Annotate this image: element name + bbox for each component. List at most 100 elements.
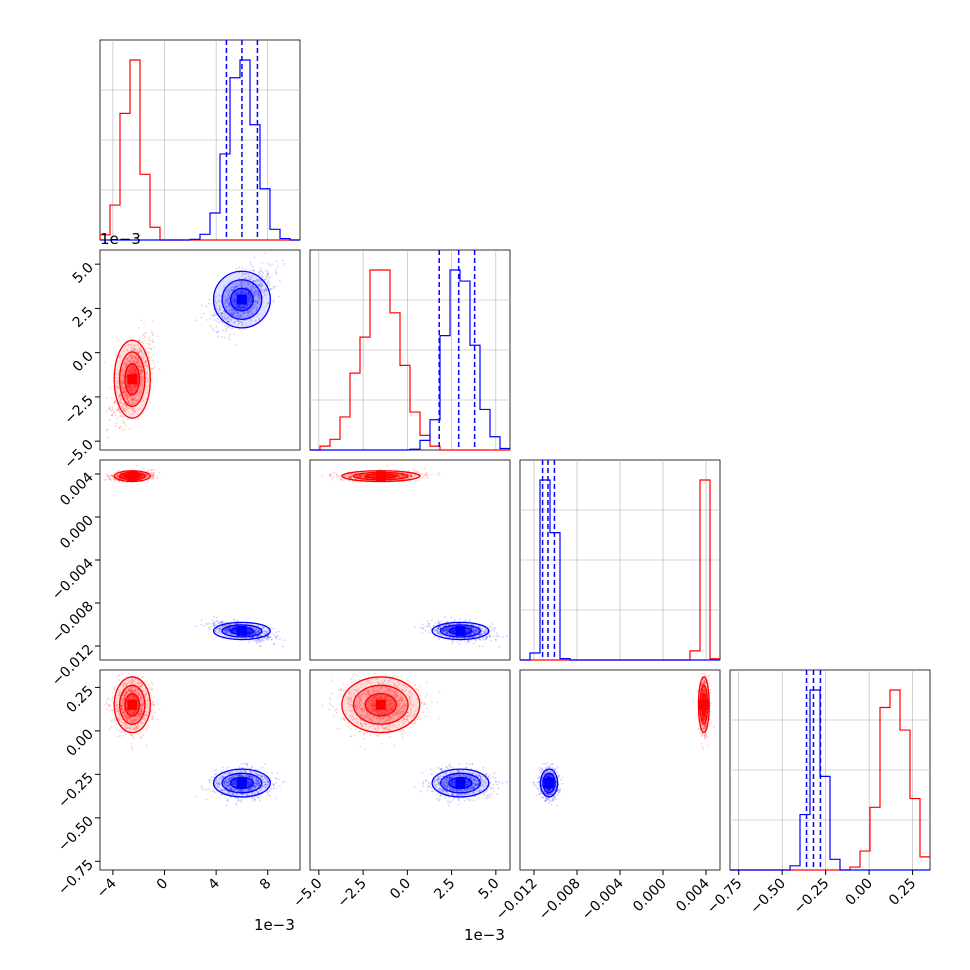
scatter-point: [135, 358, 138, 361]
scatter-point: [110, 397, 113, 399]
scatter-point: [119, 411, 122, 413]
scatter-point: [221, 329, 224, 332]
panel-1-2: [309, 459, 511, 661]
scatter-point: [211, 619, 214, 622]
scatter-point: [150, 379, 153, 382]
scatter-point: [129, 370, 131, 372]
scatter-point: [136, 385, 138, 387]
scatter-point: [137, 398, 140, 401]
scatter-point: [107, 475, 109, 478]
scatter-point: [275, 271, 277, 274]
scatter-point: [125, 375, 128, 378]
scatter-point: [153, 469, 156, 471]
scatter-point: [129, 385, 132, 388]
scatter-point: [121, 381, 123, 383]
scatter-point: [105, 478, 108, 481]
scatter-point: [142, 377, 145, 379]
scatter-point: [262, 271, 264, 274]
scatter-point: [105, 410, 108, 413]
scatter-point: [129, 370, 132, 373]
scatter-point: [217, 321, 220, 324]
scatter-point: [268, 284, 271, 287]
y-tick-label: −5.0: [61, 437, 96, 472]
scatter-point: [134, 410, 137, 413]
scatter-point: [107, 436, 109, 439]
scatter-point: [275, 273, 278, 275]
scatter-point: [136, 371, 138, 374]
scatter-point: [136, 380, 139, 383]
scatter-point: [450, 616, 453, 619]
scatter-point: [134, 348, 136, 351]
scatter-point: [117, 407, 120, 410]
scatter-point: [113, 400, 116, 403]
scatter-point: [129, 366, 131, 369]
scatter-point: [130, 391, 133, 394]
scatter-point: [329, 473, 332, 476]
scatter-point: [425, 471, 428, 474]
scatter-point: [131, 372, 134, 375]
scatter-point: [117, 387, 120, 390]
scatter-point: [136, 364, 139, 367]
scatter-point: [126, 362, 129, 364]
scatter-point: [121, 404, 124, 407]
scatter-point: [269, 636, 272, 638]
scatter-point: [215, 320, 218, 323]
scatter-point: [427, 474, 430, 477]
scatter-point: [143, 467, 145, 470]
scatter-point: [147, 351, 150, 354]
scatter-point: [249, 269, 252, 272]
scatter-point: [156, 360, 159, 363]
scatter-point: [140, 389, 143, 392]
scatter-point: [126, 371, 129, 373]
scatter-point: [219, 621, 222, 624]
scatter-point: [119, 399, 122, 401]
scatter-point: [115, 353, 118, 356]
scatter-point: [218, 622, 221, 625]
scatter-point: [144, 361, 146, 364]
scatter-point: [135, 368, 138, 370]
scatter-point: [123, 428, 126, 431]
scatter-point: [140, 371, 143, 374]
scatter-point: [141, 369, 143, 372]
scatter-point: [122, 388, 125, 391]
scatter-point: [122, 422, 125, 425]
scatter-point: [132, 384, 134, 386]
scatter-point: [152, 359, 154, 362]
scatter-point: [428, 631, 431, 634]
scatter-point: [259, 645, 261, 648]
scatter-point: [129, 353, 132, 356]
scatter-point: [132, 367, 134, 370]
scatter-point: [253, 640, 256, 642]
scatter-point: [137, 327, 140, 329]
scatter-point: [255, 642, 258, 645]
scatter-point: [443, 615, 446, 618]
scatter-point: [386, 465, 389, 467]
scatter-point: [195, 625, 198, 628]
scatter-point: [278, 637, 281, 640]
scatter-point: [143, 322, 145, 325]
scatter-point: [238, 328, 241, 331]
scatter-point: [105, 397, 108, 400]
scatter-point: [121, 405, 123, 408]
density-peak: [127, 471, 138, 482]
scatter-point: [202, 312, 205, 315]
scatter-point: [124, 421, 127, 424]
scatter-point: [149, 347, 152, 350]
scatter-point: [114, 400, 117, 402]
scatter-point: [125, 396, 128, 399]
scatter-point: [116, 417, 119, 420]
scatter-point: [139, 347, 142, 349]
scatter-point: [418, 479, 420, 482]
scatter-point: [119, 401, 122, 404]
scatter-point: [133, 371, 136, 374]
scatter-point: [140, 341, 143, 343]
scatter-point: [139, 370, 142, 373]
scatter-point: [138, 368, 141, 371]
scatter-point: [151, 372, 153, 374]
scatter-point: [231, 327, 234, 330]
density-peak: [236, 294, 247, 305]
scatter-point: [478, 645, 481, 647]
scatter-point: [125, 377, 128, 380]
scatter-point: [248, 639, 251, 642]
scatter-point: [119, 426, 122, 428]
